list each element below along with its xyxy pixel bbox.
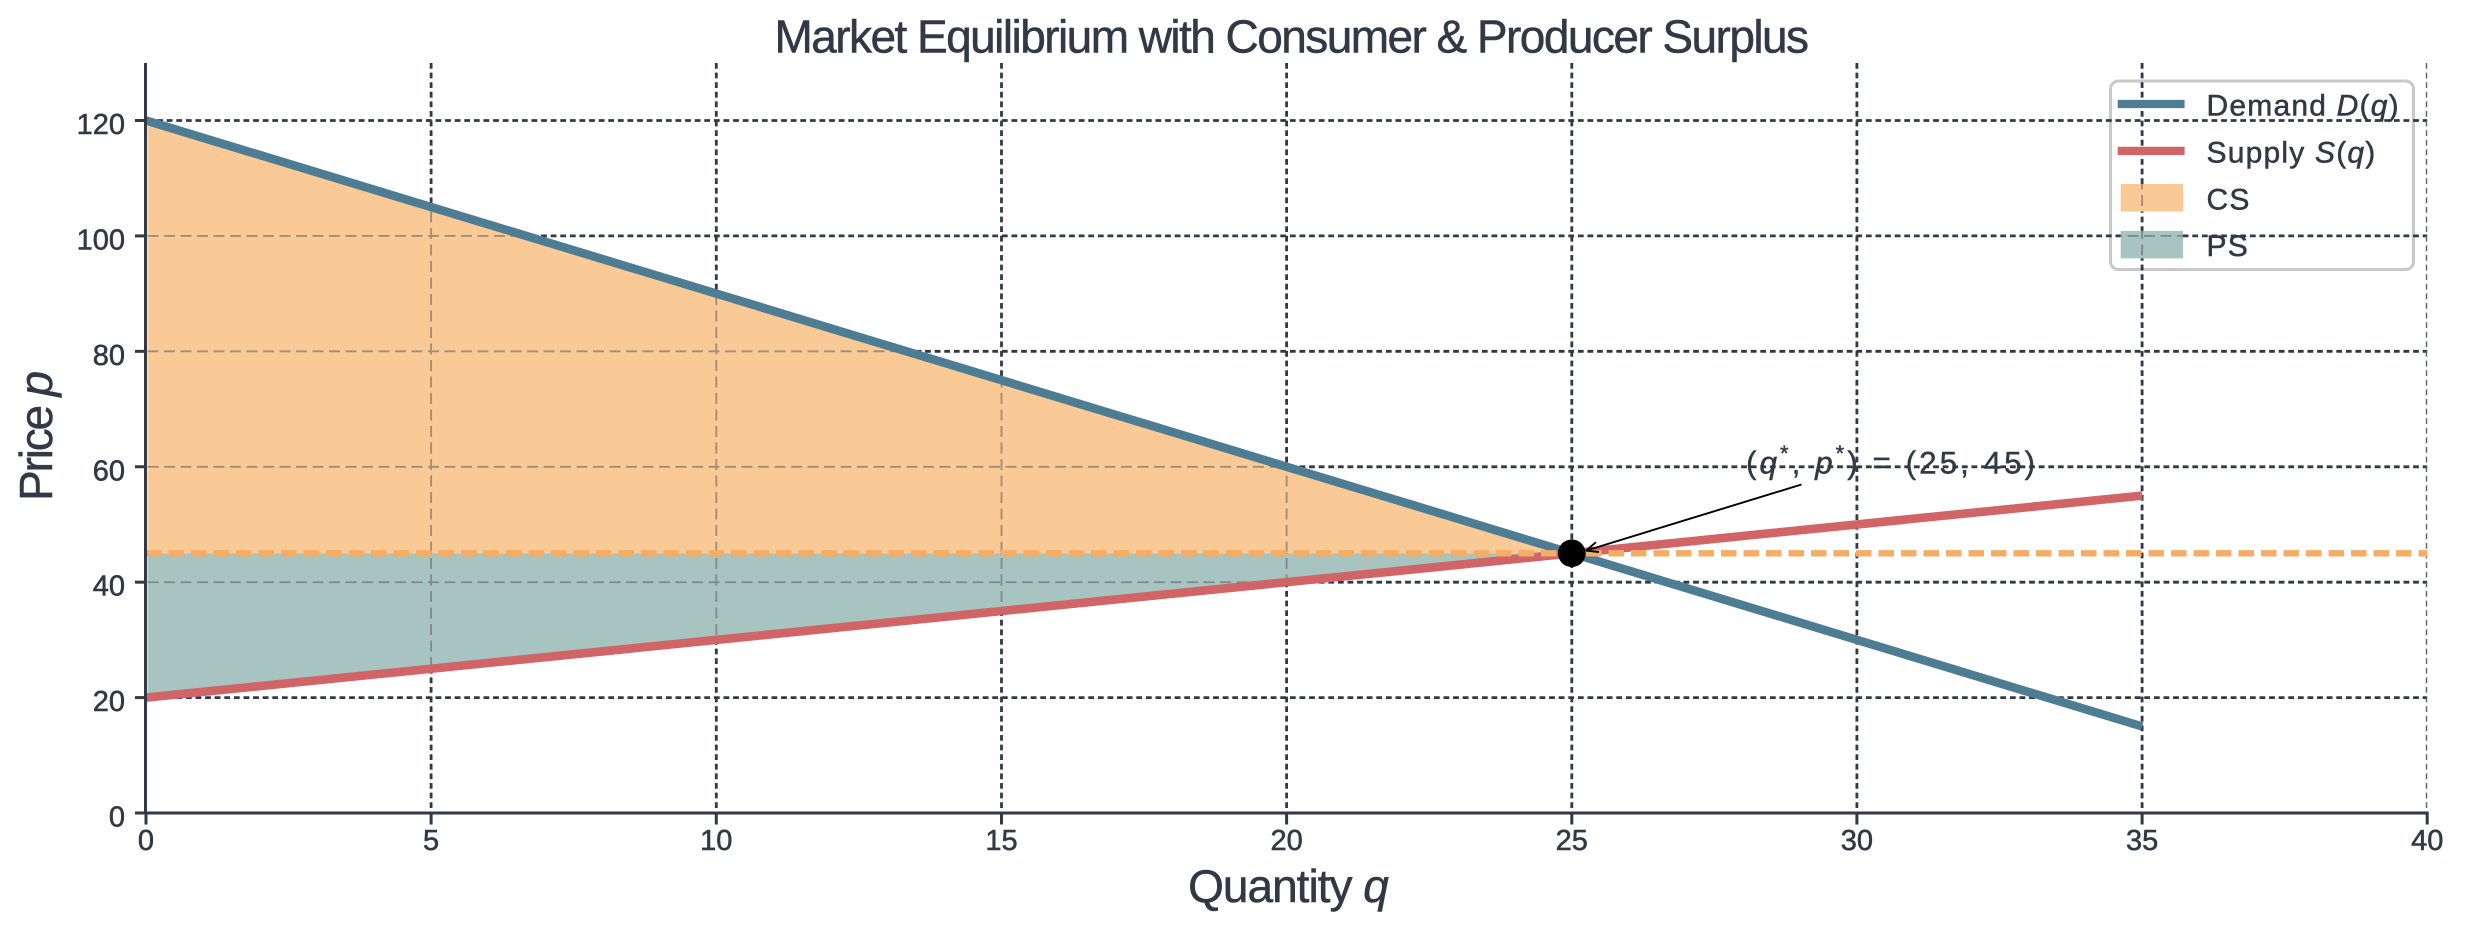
svg-text:40: 40 <box>93 571 125 603</box>
svg-text:Quantity q: Quantity q <box>1188 860 1389 912</box>
svg-text:35: 35 <box>2126 825 2158 857</box>
svg-text:5: 5 <box>423 825 439 857</box>
svg-text:30: 30 <box>1841 825 1873 857</box>
svg-text:Price p: Price p <box>10 372 62 501</box>
svg-text:40: 40 <box>2411 825 2443 857</box>
svg-text:Supply S(q): Supply S(q) <box>2207 136 2377 169</box>
svg-text:60: 60 <box>93 455 125 487</box>
svg-text:CS: CS <box>2207 183 2251 216</box>
svg-text:25: 25 <box>1556 825 1588 857</box>
svg-text:120: 120 <box>77 109 125 141</box>
svg-text:80: 80 <box>93 340 125 372</box>
svg-text:0: 0 <box>109 802 125 834</box>
svg-text:Market Equilibrium with Consum: Market Equilibrium with Consumer & Produ… <box>774 11 1808 63</box>
svg-text:PS: PS <box>2207 230 2249 263</box>
svg-text:20: 20 <box>1270 825 1302 857</box>
svg-text:10: 10 <box>700 825 732 857</box>
svg-text:100: 100 <box>77 224 125 256</box>
svg-text:20: 20 <box>93 686 125 718</box>
svg-text:(q*, p*) = (25, 45): (q*, p*) = (25, 45) <box>1746 441 2038 481</box>
svg-text:Demand D(q): Demand D(q) <box>2207 90 2400 123</box>
svg-text:15: 15 <box>985 825 1017 857</box>
svg-text:0: 0 <box>138 825 154 857</box>
